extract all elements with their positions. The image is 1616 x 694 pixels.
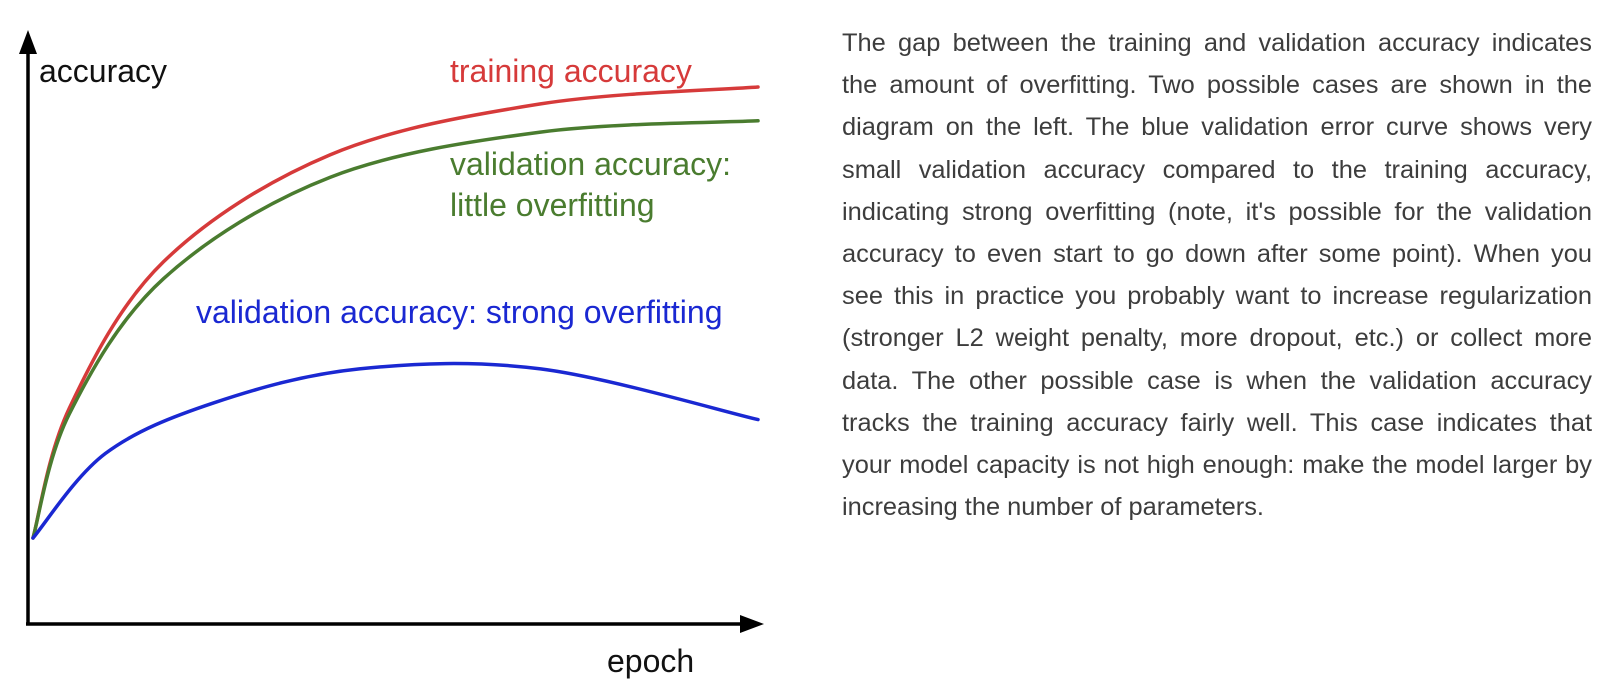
y-axis-arrow-icon — [19, 30, 37, 54]
validation-little-overfitting-label: validation accuracy: little overfitting — [450, 146, 731, 223]
validation-strong-overfitting-label: validation accuracy: strong overfitting — [196, 294, 722, 330]
chart-area: accuracy epoch training accuracy validati… — [19, 30, 764, 679]
x-axis-arrow-icon — [740, 615, 764, 633]
axes: accuracy epoch — [19, 30, 764, 679]
training-accuracy-curve — [31, 85, 760, 540]
y-axis-label: accuracy — [39, 53, 167, 89]
explanation-text: The gap between the training and validat… — [842, 29, 1592, 522]
series-label-line: training accuracy — [450, 53, 692, 89]
series-label-line: validation accuracy: — [450, 146, 731, 182]
validation-strong-overfitting-curve — [31, 361, 760, 540]
series-label-line: little overfitting — [450, 187, 655, 223]
x-axis-label: epoch — [607, 643, 694, 679]
validation-little-overfitting-curve — [31, 119, 760, 540]
accuracy-chart: accuracy epoch training accuracy validati… — [19, 30, 764, 679]
series-label-line: validation accuracy: strong overfitting — [196, 294, 722, 330]
series-labels: training accuracy validation accuracy: lit… — [196, 53, 731, 330]
curves — [31, 85, 760, 540]
training-accuracy-label: training accuracy — [450, 53, 692, 89]
